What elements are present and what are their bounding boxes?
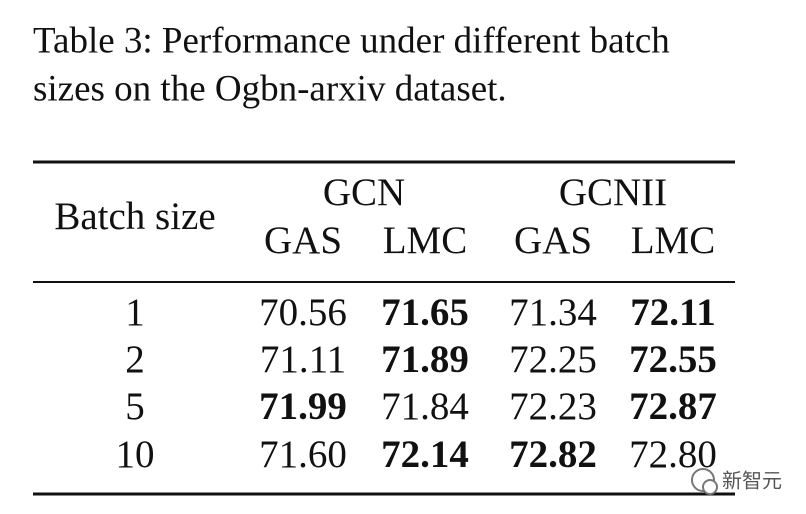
table-cell: 71.84 (381, 385, 469, 428)
row-label: 5 (125, 385, 145, 428)
column-header: LMC (383, 219, 468, 262)
table-cell: 71.99 (259, 385, 347, 428)
watermark-icon (702, 479, 718, 495)
table-cell: 71.89 (381, 338, 469, 381)
group-header: GCNII (559, 171, 667, 214)
watermark-icon (691, 468, 715, 492)
row-label: 2 (125, 338, 145, 381)
group-header: GCN (323, 171, 405, 214)
watermark: 新智元 (691, 468, 782, 495)
column-header: GAS (514, 219, 592, 262)
watermark-text: 新智元 (722, 469, 782, 493)
table-cell: 72.55 (629, 338, 717, 381)
table-cell: 72.87 (629, 385, 717, 428)
table-cell: 72.25 (509, 338, 597, 381)
table-cell: 72.82 (509, 433, 597, 476)
table-cell: 71.11 (260, 338, 346, 381)
column-header: GAS (264, 219, 342, 262)
table-cell: 72.80 (629, 433, 717, 476)
column-header: LMC (631, 219, 716, 262)
table-cell: 72.23 (509, 385, 597, 428)
caption-line: Table 3: Performance under different bat… (33, 20, 670, 61)
row-label: 1 (125, 291, 145, 334)
caption-line: sizes on the Ogbn-arxiv dataset. (33, 68, 507, 109)
table-cell: 70.56 (259, 291, 347, 334)
table-cell: 71.65 (381, 291, 469, 334)
table-cell: 72.14 (381, 433, 469, 476)
table-cell: 71.60 (259, 433, 347, 476)
row-label: 10 (116, 433, 155, 476)
table-cell: 72.11 (630, 291, 716, 334)
row-header: Batch size (54, 195, 215, 238)
table-cell: 71.34 (509, 291, 597, 334)
